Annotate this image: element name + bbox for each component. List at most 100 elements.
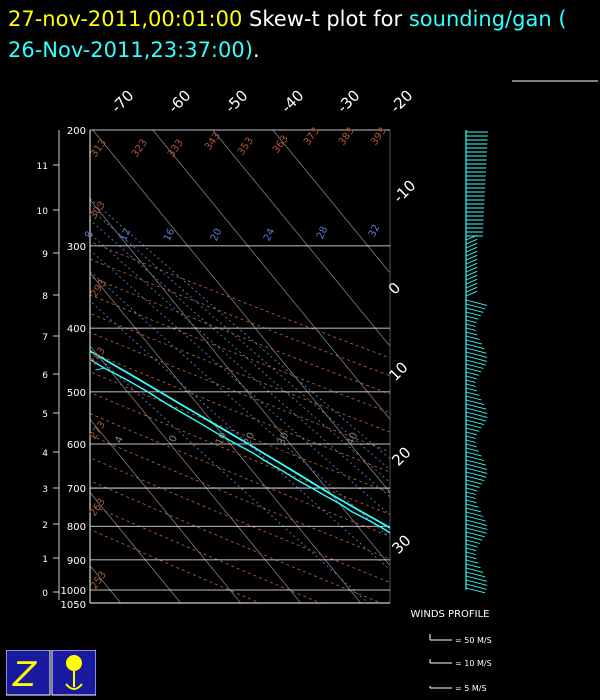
height-tick-label: 4 [42,449,48,459]
temperature-tick-label: 20 [388,443,414,469]
wind-barb [465,327,477,331]
wind-barb [465,282,478,289]
wind-barb [465,234,478,241]
pressure-tick-label: 500 [67,388,86,399]
wind-legend-label: = 10 M/S [455,659,492,668]
wind-barb [465,391,480,396]
wind-barb [465,495,476,499]
height-tick-label: 9 [42,250,48,260]
height-tick-label: 7 [42,333,48,343]
balloon-icon [65,655,83,690]
height-tick-label: 5 [42,410,48,420]
wind-barb [465,547,477,552]
mixing-ratio-line [90,270,390,539]
isotherm-line [90,272,362,603]
mixing-ratio-label: 16 [162,227,177,243]
wind-barb [465,499,477,504]
moist-adiabat-label: 4 [113,435,126,445]
wind-barb [465,290,478,297]
moist-adiabat-label: 20 [242,431,257,447]
wind-barb [465,567,484,573]
temperature-tick-label: -30 [333,86,363,116]
pressure-tick-label: 400 [67,324,86,335]
dry-adiabat-label: 343 [203,131,223,153]
wind-barb [465,519,488,526]
dry-adiabat-label: 253 [89,570,109,592]
wind-barb [465,347,487,354]
dry-adiabat-line [90,351,390,473]
dry-adiabat-label: 363 [271,134,291,156]
height-tick-label: 0 [42,589,48,599]
moist-adiabat-label: 10 [214,431,229,447]
wind-barb [465,339,483,345]
mixing-ratio-line [90,207,390,471]
wind-barb [465,551,476,555]
dewpoint-profile-line [90,358,390,534]
dewpoint-tick [74,355,83,357]
dry-adiabat-label: 353 [236,136,256,158]
wind-barb [465,375,477,380]
dewpoint-tick [95,367,105,371]
wind-barb [465,587,486,594]
isotherm-line [272,130,390,274]
dry-adiabat-line [90,434,390,560]
dry-adiabat-line [90,413,390,537]
wind-barb [465,579,488,586]
dry-adiabat-label: 393 [369,126,389,148]
wind-barb [465,543,478,548]
wind-barb [465,371,479,376]
wind-barb [465,307,484,313]
wind-barb [465,583,487,590]
title-station: sounding/gan ( [408,7,567,31]
isotherm-line [92,130,390,494]
wind-barb [465,319,477,324]
wind-barb [465,535,483,541]
height-tick-label: 8 [42,292,48,302]
wind-barb [465,507,482,513]
wind-barb [465,254,478,261]
mixing-ratio-line [90,300,390,571]
dewpoint-tick [50,342,59,344]
temperature-tick-label: -10 [389,176,419,206]
title-date: 27-nov-2011,00:01:00 [8,7,243,31]
pressure-tick-label: 900 [67,556,86,567]
wind-barb [465,571,486,578]
dry-adiabat-line [90,528,261,603]
height-tick-label: 2 [42,521,48,531]
wind-barb [465,431,478,436]
wind-barb [465,439,476,443]
pressure-tick-label: 200 [67,126,86,137]
dry-adiabat-line [90,276,390,395]
wind-barb [465,331,478,336]
height-tick-label: 11 [37,162,48,172]
moist-adiabat-label: 40 [345,431,360,447]
wind-barb [465,491,477,495]
temperature-tick-label: 10 [385,358,411,384]
moist-adiabat-label: 30 [276,431,291,447]
wind-barb [465,270,478,277]
title-text: Skew-t plot for [249,7,403,31]
wind-barb [465,511,484,517]
wind-barb [465,323,476,327]
wind-barb [465,311,482,317]
title-period: . [252,38,260,62]
isotherm-line [90,418,242,603]
dewpoint-tick [24,328,33,330]
wind-barb [465,363,484,369]
temperature-tick-label: 30 [388,531,414,557]
wind-barb [465,443,477,448]
dry-adiabat-label: 313 [89,138,109,160]
mixing-ratio-label: 32 [367,223,382,239]
wind-barb [465,479,483,485]
mixing-ratio-label: 20 [209,227,224,243]
temperature-tick-label: -40 [277,86,307,116]
wind-barb [465,459,487,466]
logo-panel: Z [6,650,96,696]
wind-barb [465,435,477,439]
wind-barb [465,355,488,362]
dry-adiabat-label: 273 [88,420,108,442]
wind-barb [465,427,480,432]
dry-adiabat-line [90,504,322,603]
wind-barb [465,455,484,461]
dry-adiabat-line [90,480,383,603]
